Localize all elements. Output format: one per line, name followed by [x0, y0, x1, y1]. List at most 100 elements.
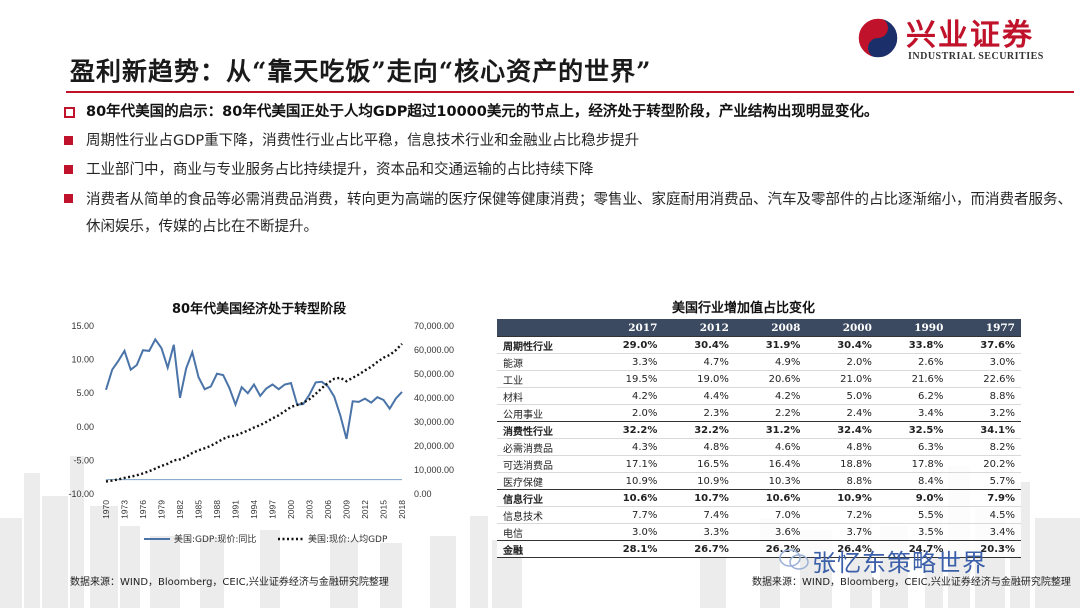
table-row: 公用事业 2.0% 2.3% 2.2% 2.4% 3.4% 3.2%	[497, 404, 1021, 422]
x-tick-label: 2006	[323, 500, 333, 519]
table-group-row: 周期性行业 29.0% 30.4% 31.9% 30.4% 33.8% 37.6%	[497, 336, 1021, 354]
row-label: 电信	[497, 523, 592, 541]
bullet-item: 80年代美国的启示：80年代美国正处于人均GDP超过10000美元的节点上，经济…	[62, 100, 1072, 124]
cell-value: 4.9%	[734, 353, 807, 371]
table-header-year: 2008	[734, 319, 807, 337]
table-header-year: 2012	[663, 319, 735, 337]
row-label: 消费性行业	[497, 421, 592, 439]
wechat-icon	[779, 549, 809, 570]
industry-share-table: 2017 2012 2008 2000 1990 1977 周期性行业 29.0% 30.4%…	[497, 319, 1021, 558]
cell-value: 10.6%	[734, 489, 807, 507]
y-right-tick-label: 10,000.00	[414, 465, 454, 475]
x-tick-label: 1976	[138, 500, 148, 519]
cell-value: 7.9%	[949, 489, 1021, 507]
cell-value: 6.3%	[877, 438, 950, 456]
watermark: 张忆东策略世界	[812, 549, 987, 577]
cell-value: 8.8%	[806, 472, 878, 490]
cell-value: 32.5%	[877, 421, 950, 439]
cell-value: 17.1%	[591, 455, 664, 473]
bullet-hollow-square-icon	[64, 107, 75, 118]
cell-value: 4.3%	[591, 438, 664, 456]
bullet-text: 工业部门中，商业与专业服务占比持续提升，资本品和交通运输的占比持续下降	[86, 162, 594, 178]
cell-value: 21.6%	[877, 370, 950, 388]
cell-value: 19.5%	[591, 370, 664, 388]
cell-value: 3.0%	[949, 353, 1021, 371]
cell-value: 10.7%	[663, 489, 735, 507]
row-label: 能源	[497, 353, 592, 371]
cell-value: 2.3%	[663, 404, 735, 422]
bullet-item: 周期性行业占GDP重下降，消费性行业占比平稳，信息技术行业和金融业占比稳步提升	[62, 129, 1072, 153]
cell-value: 32.4%	[806, 421, 878, 439]
cell-value: 3.3%	[591, 353, 664, 371]
cell-value: 3.2%	[949, 404, 1021, 422]
table-row: 能源 3.3% 4.7% 4.9% 2.0% 2.6% 3.0%	[497, 353, 1021, 371]
cell-value: 24.7%	[877, 540, 950, 558]
logo-subtext: INDUSTRIAL SECURITIES	[908, 51, 1044, 62]
x-tick-label: 1997	[268, 500, 278, 519]
x-tick-label: 1985	[194, 500, 204, 519]
cell-value: 7.7%	[591, 506, 664, 524]
cell-value: 26.2%	[734, 540, 807, 558]
bullet-text: 周期性行业占GDP重下降，消费性行业占比平稳，信息技术行业和金融业占比稳步提升	[86, 133, 640, 149]
table-group-row: 金融 28.1% 26.7% 26.2% 26.4% 24.7% 20.3%	[497, 540, 1021, 558]
row-label: 信息技术	[497, 506, 592, 524]
cell-value: 28.1%	[591, 540, 664, 558]
table-group-row: 消费性行业 32.2% 32.2% 31.2% 32.4% 32.5% 34.1%	[497, 421, 1021, 439]
y-right-tick-label: 20,000.00	[414, 441, 454, 451]
row-label: 工业	[497, 370, 592, 388]
bullet-square-icon	[64, 136, 73, 145]
cell-value: 29.0%	[591, 336, 664, 354]
cell-value: 3.7%	[806, 523, 878, 541]
table-header-year: 1990	[877, 319, 950, 337]
row-label: 公用事业	[497, 404, 592, 422]
x-tick-label: 1973	[120, 500, 130, 519]
row-label: 医疗保健	[497, 472, 592, 490]
cell-value: 3.3%	[663, 523, 735, 541]
row-label: 可选消费品	[497, 455, 592, 473]
x-tick-label: 2018	[397, 500, 407, 519]
title-divider	[66, 91, 1074, 93]
bullet-text: 80年代美国的启示：80年代美国正处于人均GDP超过10000美元的节点上，经济…	[86, 104, 879, 120]
cell-value: 4.2%	[734, 387, 807, 405]
cell-value: 20.3%	[949, 540, 1021, 558]
cell-value: 37.6%	[949, 336, 1021, 354]
cell-value: 18.8%	[806, 455, 878, 473]
cell-value: 2.4%	[806, 404, 878, 422]
legend-label-gdp-growth: 美国:GDP:现价:同比	[174, 533, 256, 545]
x-tick-label: 1988	[212, 500, 222, 519]
cell-value: 3.5%	[877, 523, 950, 541]
table-row: 材料 4.2% 4.4% 4.2% 5.0% 6.2% 8.8%	[497, 387, 1021, 405]
cell-value: 10.9%	[591, 472, 664, 490]
cell-value: 16.5%	[663, 455, 735, 473]
cell-value: 32.2%	[663, 421, 735, 439]
x-tick-label: 1991	[231, 500, 241, 519]
cell-value: 2.0%	[806, 353, 878, 371]
cell-value: 31.2%	[734, 421, 807, 439]
x-tick-label: 1979	[157, 500, 167, 519]
y-right-tick-label: 60,000.00	[414, 345, 454, 355]
cell-value: 2.6%	[877, 353, 950, 371]
cell-value: 10.6%	[591, 489, 664, 507]
cell-value: 10.9%	[806, 489, 878, 507]
y-right-tick-label: 70,000.00	[414, 321, 454, 331]
x-tick-label: 2009	[342, 500, 352, 519]
table-title: 美国行业增加值占比变化	[672, 301, 816, 316]
table-row: 医疗保健 10.9% 10.9% 10.3% 8.8% 8.4% 5.7%	[497, 472, 1021, 490]
x-tick-label: 2012	[360, 500, 370, 519]
cell-value: 20.2%	[949, 455, 1021, 473]
x-tick-label: 2015	[379, 500, 389, 519]
y-right-tick-label: 30,000.00	[414, 417, 454, 427]
cell-value: 8.2%	[949, 438, 1021, 456]
y-left-tick-label: 10.00	[71, 355, 94, 365]
x-tick-label: 2003	[305, 500, 315, 519]
cell-value: 34.1%	[949, 421, 1021, 439]
y-right-tick-label: 40,000.00	[414, 393, 454, 403]
row-label: 金融	[497, 540, 592, 558]
cell-value: 5.7%	[949, 472, 1021, 490]
table-row: 工业 19.5% 19.0% 20.6% 21.0% 21.6% 22.6%	[497, 370, 1021, 388]
cell-value: 32.2%	[591, 421, 664, 439]
x-tick-label: 2000	[286, 500, 296, 519]
cell-value: 31.9%	[734, 336, 807, 354]
cell-value: 7.0%	[734, 506, 807, 524]
bullet-list: 80年代美国的启示：80年代美国正处于人均GDP超过10000美元的节点上，经济…	[62, 100, 1072, 246]
